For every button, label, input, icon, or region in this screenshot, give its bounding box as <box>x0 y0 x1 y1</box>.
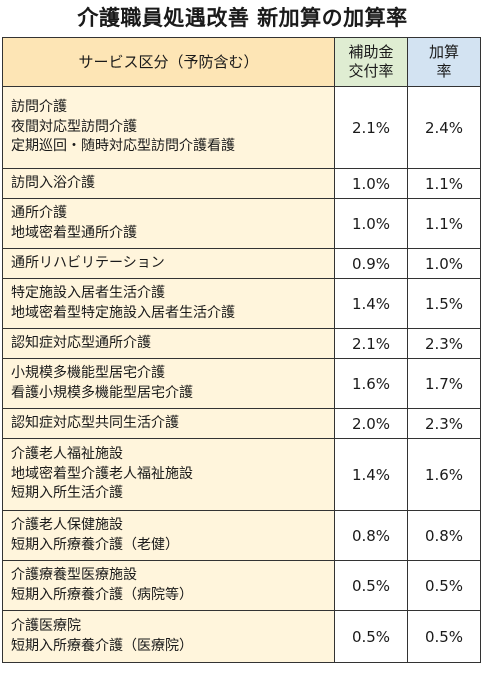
table-row: 小規模多機能型居宅介護 看護小規模多機能型居宅介護 1.6% 1.7% <box>2 358 481 409</box>
table-row: 通所リハビリテーション 0.9% 1.0% <box>2 248 481 279</box>
addition-rate-cell: 2.3% <box>407 408 481 439</box>
service-cell: 認知症対応型共同生活介護 <box>2 408 335 439</box>
service-name: 短期入所療養介護（病院等） <box>11 586 193 603</box>
service-name: 認知症対応型通所介護 <box>11 334 151 351</box>
table-row: 認知症対応型共同生活介護 2.0% 2.3% <box>2 408 481 439</box>
subsidy-rate-cell: 1.0% <box>334 168 408 199</box>
service-name: 地域密着型介護老人福祉施設 <box>11 465 193 482</box>
addition-rate-cell: 1.5% <box>407 278 481 329</box>
service-cell: 介護療養型医療施設短期入所療養介護（病院等） <box>2 560 335 611</box>
addition-rate-cell: 2.3% <box>407 328 481 359</box>
subsidy-rate-cell: 2.0% <box>334 408 408 439</box>
service-name: 訪問介護 <box>11 99 67 116</box>
service-name: 地域密着型特定施設入居者生活介護 <box>11 304 235 321</box>
subsidy-rate-cell: 1.4% <box>334 278 408 329</box>
service-name: 通所介護 <box>11 205 67 221</box>
service-category-header: サービス区分（予防含む） <box>2 37 335 87</box>
table-row: 介護老人保健施設 短期入所療養介護（老健） 0.8% 0.8% <box>2 510 481 561</box>
table-header-row: サービス区分（予防含む） 補助金 交付率 加算率 <box>2 37 481 87</box>
service-cell: 通所介護地域密着型通所介護 <box>2 198 335 249</box>
service-cell: 訪問介護夜間対応型訪問介護定期巡回・随時対応型訪問介護看護 <box>2 86 335 169</box>
subsidy-rate-cell: 0.8% <box>334 510 408 561</box>
addition-rate-cell: 1.7% <box>407 358 481 409</box>
subsidy-rate-cell: 1.4% <box>334 438 408 511</box>
table-row: 訪問介護 夜間対応型訪問介護 定期巡回・随時対応型訪問介護看護 2.1% 2.4% <box>2 86 481 169</box>
service-name: 地域密着型通所介護 <box>11 224 137 241</box>
service-cell: 介護老人保健施設短期入所療養介護（老健） <box>2 510 335 561</box>
addition-rate-cell: 0.8% <box>407 510 481 561</box>
addition-rate-header: 加算率 <box>407 37 481 87</box>
subsidy-rate-cell: 2.1% <box>334 86 408 169</box>
addition-rate-cell: 1.1% <box>407 198 481 249</box>
service-name: 介護療養型医療施設 <box>11 567 137 583</box>
table-row: 通所介護 地域密着型通所介護 1.0% 1.1% <box>2 198 481 249</box>
service-name: 短期入所療養介護（医療院） <box>11 637 193 654</box>
service-name: 介護医療院 <box>11 618 81 634</box>
service-cell: 介護老人福祉施設地域密着型介護老人福祉施設 短期入所生活介護 <box>2 438 335 511</box>
table-row: 介護療養型医療施設 短期入所療養介護（病院等） 0.5% 0.5% <box>2 560 481 611</box>
subsidy-rate-header: 補助金 交付率 <box>334 37 408 87</box>
service-name: 短期入所生活介護 <box>11 485 123 502</box>
subsidy-rate-cell: 0.9% <box>334 248 408 279</box>
service-cell: 通所リハビリテーション <box>2 248 335 279</box>
table-row: 訪問入浴介護 1.0% 1.1% <box>2 168 481 199</box>
service-name: 訪問入浴介護 <box>11 174 95 191</box>
table-row: 特定施設入居者生活介護 地域密着型特定施設入居者生活介護 1.4% 1.5% <box>2 278 481 329</box>
table-row: 介護老人福祉施設 地域密着型介護老人福祉施設 短期入所生活介護 1.4% 1.6% <box>2 438 481 511</box>
service-cell: 小規模多機能型居宅介護看護小規模多機能型居宅介護 <box>2 358 335 409</box>
service-name: 特定施設入居者生活介護 <box>11 285 165 301</box>
addition-rate-cell: 1.6% <box>407 438 481 511</box>
table-row: 介護医療院 短期入所療養介護（医療院） 0.5% 0.5% <box>2 610 481 663</box>
subsidy-rate-cell: 0.5% <box>334 610 408 663</box>
subsidy-rate-cell: 1.0% <box>334 198 408 249</box>
addition-rate-cell: 0.5% <box>407 610 481 663</box>
service-cell: 介護医療院短期入所療養介護（医療院） <box>2 610 335 663</box>
service-name: 介護老人保健施設 <box>11 517 123 533</box>
subsidy-rate-cell: 0.5% <box>334 560 408 611</box>
service-name: 通所リハビリテーション <box>11 254 165 271</box>
page-title: 介護職員処遇改善 新加算の加算率 <box>77 6 408 30</box>
service-cell: 特定施設入居者生活介護地域密着型特定施設入居者生活介護 <box>2 278 335 329</box>
table-row: 認知症対応型通所介護 2.1% 2.3% <box>2 328 481 359</box>
service-name: 短期入所療養介護（老健） <box>11 536 179 553</box>
service-name: 夜間対応型訪問介護 <box>11 118 137 135</box>
service-name: 認知症対応型共同生活介護 <box>11 414 179 431</box>
service-name: 小規模多機能型居宅介護 <box>11 365 165 381</box>
addition-rate-cell: 2.4% <box>407 86 481 169</box>
service-cell: 訪問入浴介護 <box>2 168 335 199</box>
table-body: 訪問介護 夜間対応型訪問介護 定期巡回・随時対応型訪問介護看護 2.1% 2.4% 訪問入… <box>2 86 481 663</box>
subsidy-rate-cell: 1.6% <box>334 358 408 409</box>
addition-rate-cell: 1.1% <box>407 168 481 199</box>
rate-table: サービス区分（予防含む） 補助金 交付率 加算率 訪問介護夜間対応型訪問介護定期巡… <box>2 37 481 663</box>
addition-rate-cell: 0.5% <box>407 560 481 611</box>
subsidy-rate-cell: 2.1% <box>334 328 408 359</box>
addition-rate-cell: 1.0% <box>407 248 481 279</box>
service-name: 定期巡回・随時対応型訪問介護看護 <box>11 138 235 155</box>
service-cell: 認知症対応型通所介護 <box>2 328 335 359</box>
service-name: 介護老人福祉施設 <box>11 446 123 463</box>
service-name: 看護小規模多機能型居宅介護 <box>11 384 193 401</box>
